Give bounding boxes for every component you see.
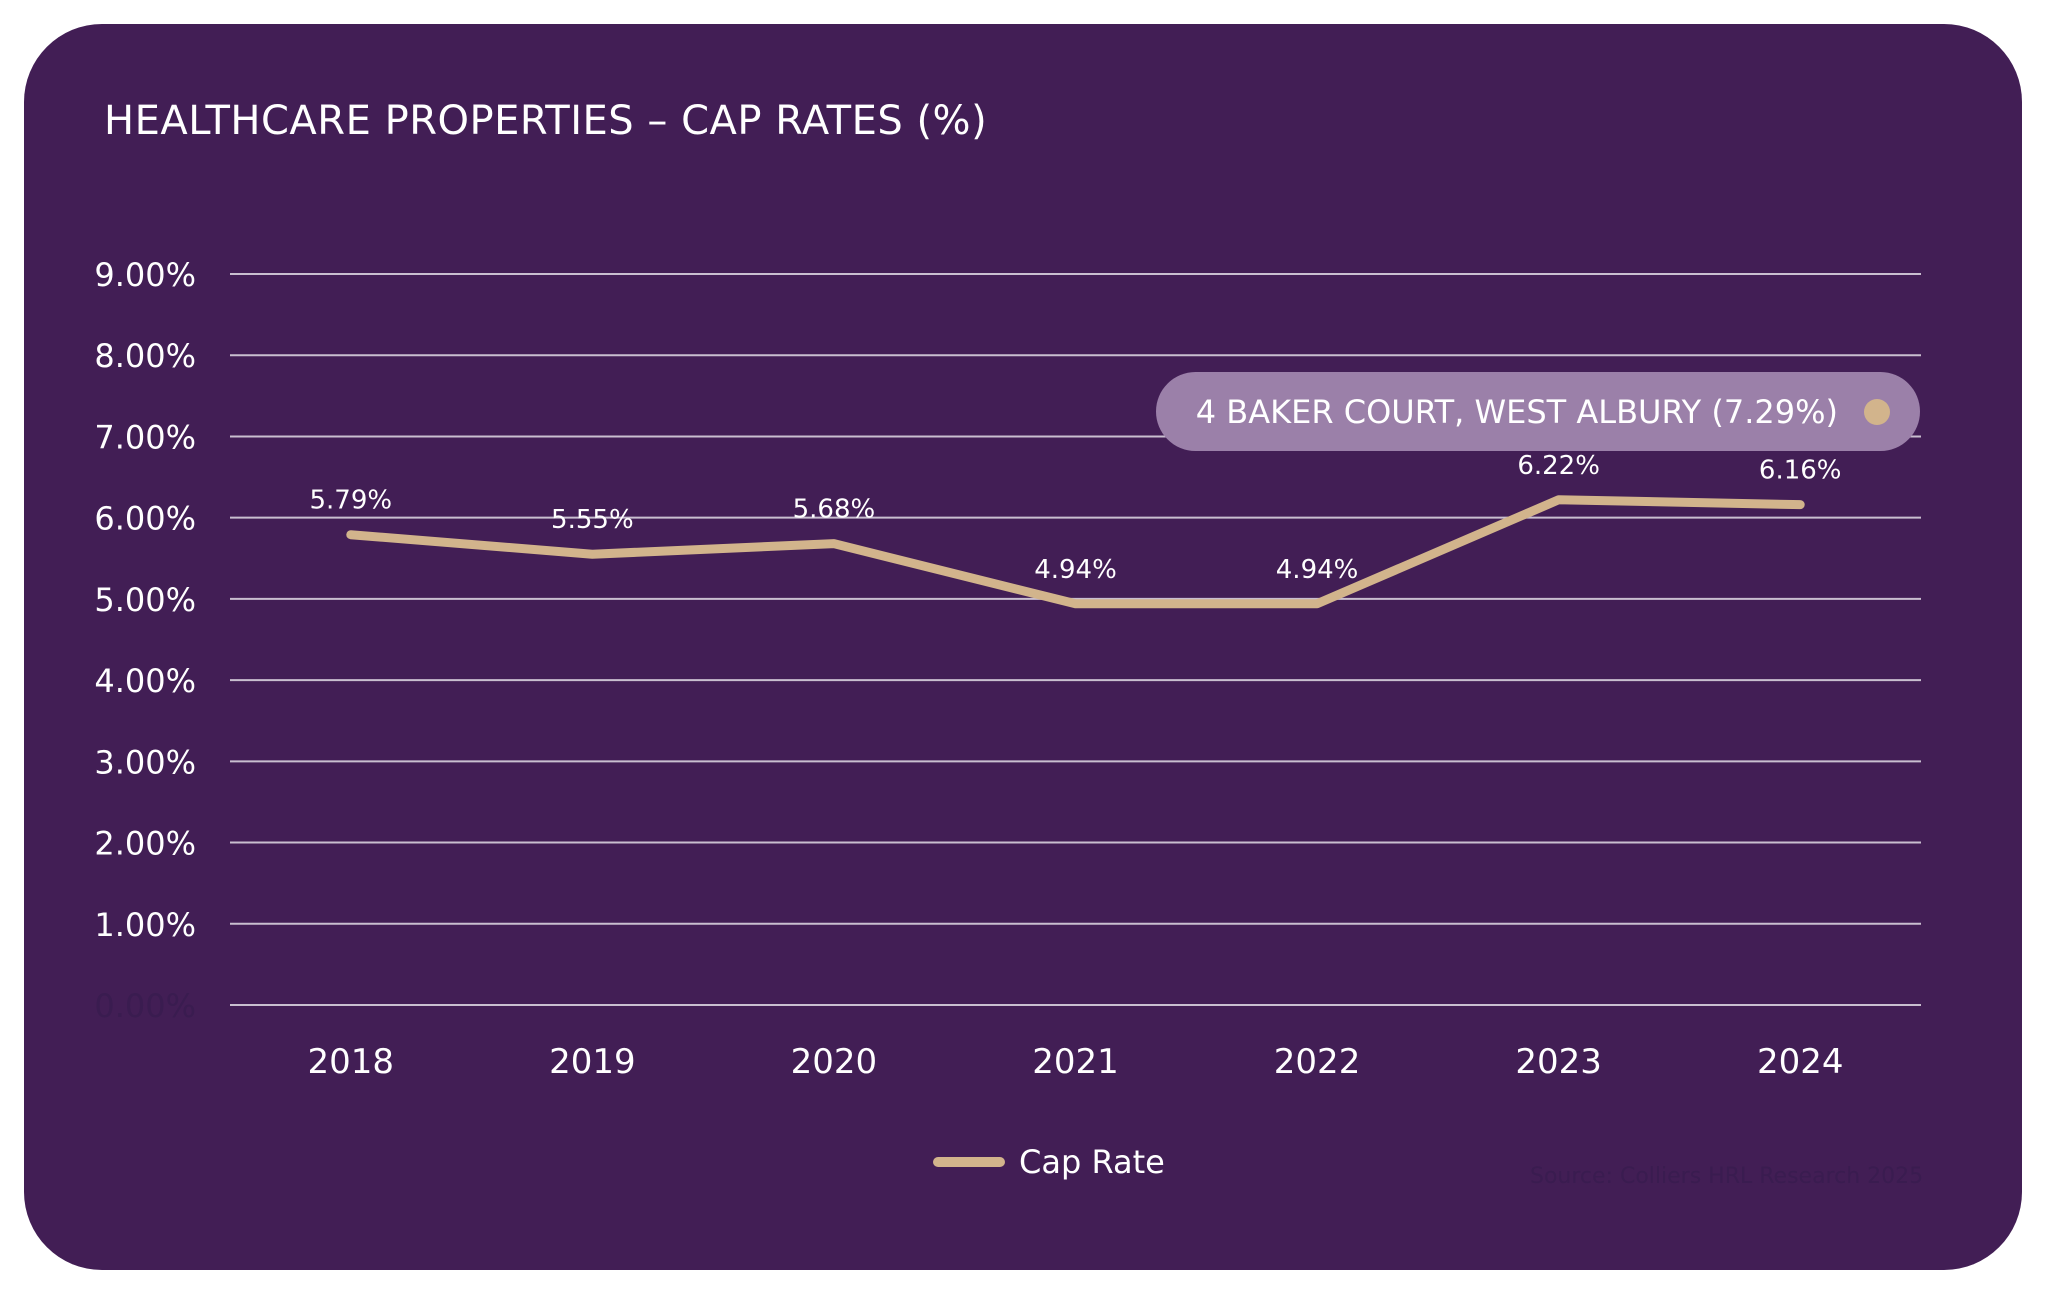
data-label: 5.79% (309, 486, 392, 516)
x-tick-label: 2020 (791, 1042, 878, 1082)
data-label: 6.22% (1517, 451, 1600, 481)
x-tick-label: 2024 (1757, 1042, 1844, 1082)
x-tick-label: 2019 (549, 1042, 636, 1082)
legend-label: Cap Rate (1019, 1143, 1165, 1181)
data-point (832, 542, 835, 545)
y-tick-label: 9.00% (94, 256, 196, 294)
annotation-pill: 4 BAKER COURT, WEST ALBURY (7.29%) (1156, 372, 1920, 451)
chart-card (24, 24, 2022, 1270)
data-label: 4.94% (1034, 555, 1117, 585)
y-tick-label: 0.00% (94, 987, 196, 1025)
y-tick-label: 3.00% (94, 743, 196, 781)
annotation-label: 4 BAKER COURT, WEST ALBURY (7.29%) (1195, 392, 1838, 431)
annotation-dot-icon (1864, 398, 1890, 425)
data-label: 5.68% (793, 495, 876, 525)
x-tick-label: 2022 (1274, 1042, 1361, 1082)
y-tick-label: 1.00% (94, 906, 196, 944)
source-note: Source: Colliers HRL Research 2025 (1530, 1164, 1924, 1189)
x-tick-label: 2023 (1515, 1042, 1602, 1082)
data-point (1557, 498, 1560, 501)
y-tick-label: 7.00% (94, 418, 196, 456)
data-point (1316, 602, 1319, 605)
y-tick-label: 2.00% (94, 825, 196, 863)
y-tick-label: 4.00% (94, 662, 196, 700)
data-point (349, 533, 352, 536)
data-label: 4.94% (1276, 555, 1359, 585)
y-tick-label: 5.00% (94, 581, 196, 619)
data-label: 5.55% (551, 505, 634, 535)
data-point (591, 553, 594, 556)
data-point (1074, 602, 1077, 605)
x-tick-label: 2021 (1032, 1042, 1119, 1082)
y-tick-label: 6.00% (94, 500, 196, 538)
chart-title: HEALTHCARE PROPERTIES – CAP RATES (%) (104, 98, 988, 144)
data-label: 6.16% (1759, 456, 1842, 486)
y-tick-label: 8.00% (94, 337, 196, 375)
data-point (1799, 503, 1802, 506)
x-tick-label: 2018 (308, 1042, 395, 1082)
